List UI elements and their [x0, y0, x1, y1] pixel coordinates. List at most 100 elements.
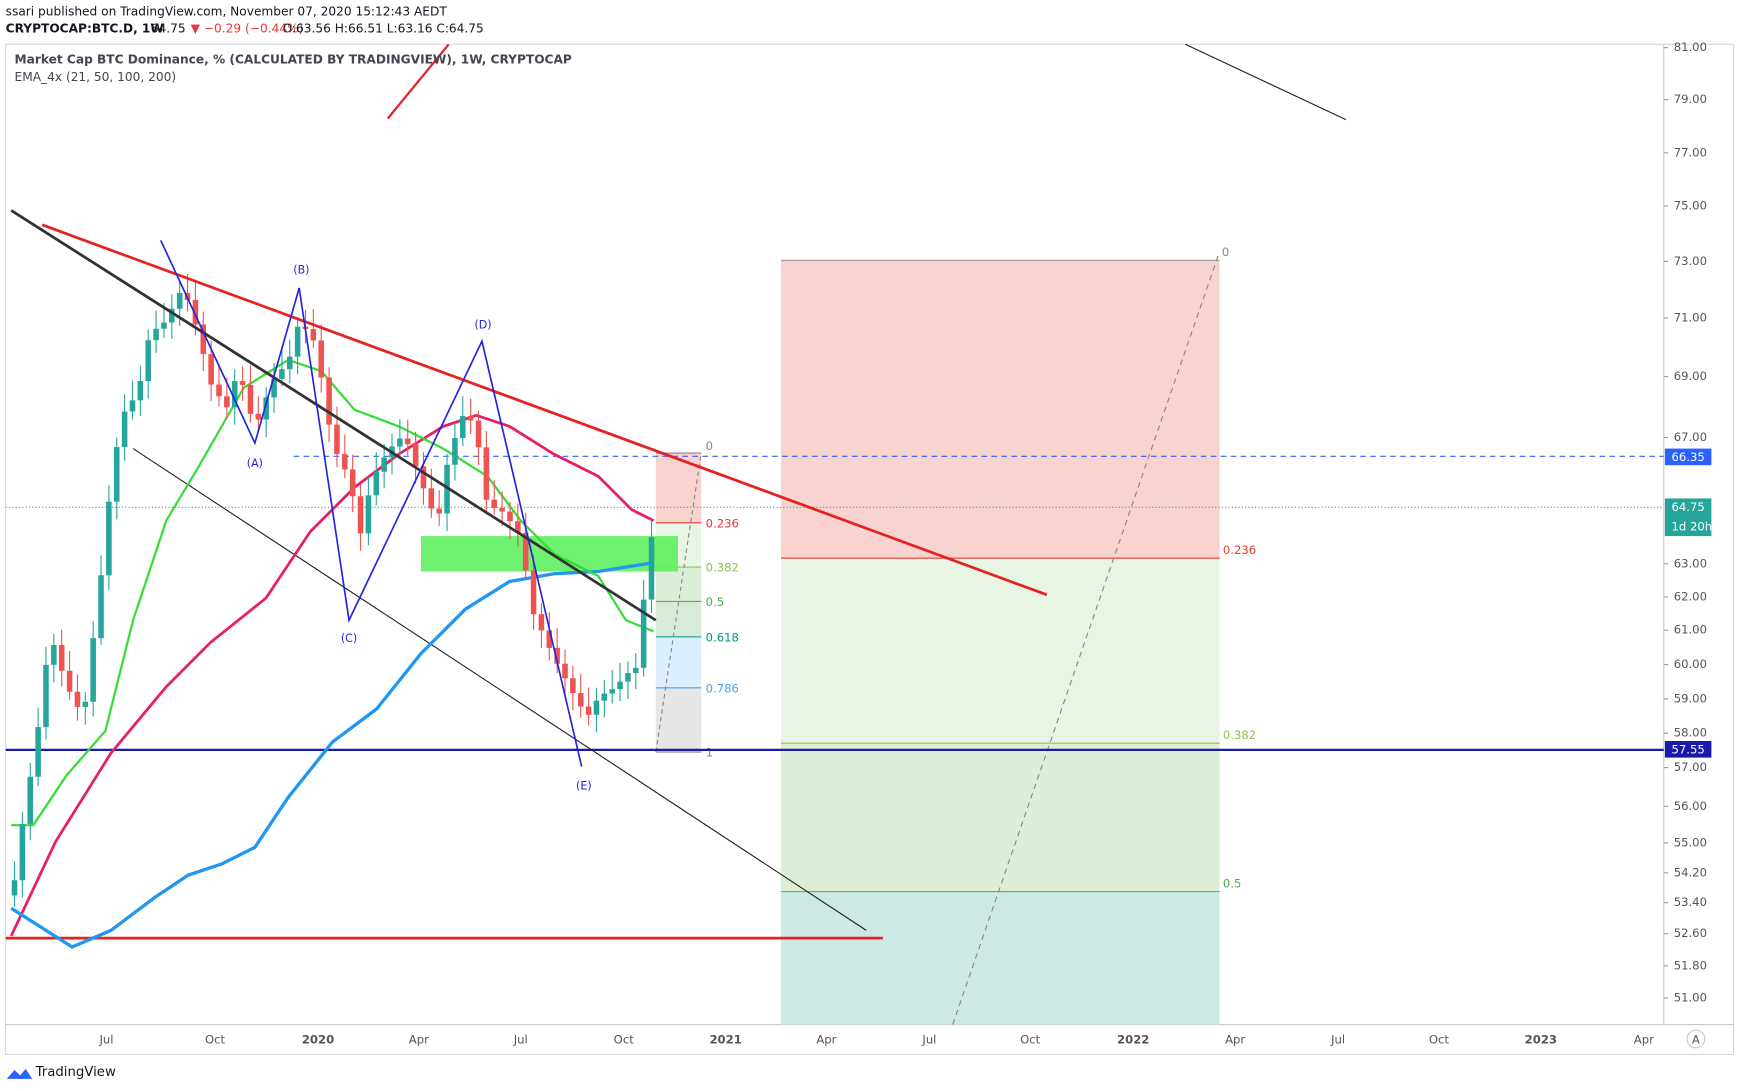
candle: [106, 501, 112, 576]
price-label: 57.55: [1672, 742, 1705, 756]
time-tick-label: 2023: [1525, 1033, 1557, 1047]
time-tick-label: Oct: [614, 1033, 635, 1047]
legend-indicator: EMA_4x (21, 50, 100, 200): [15, 70, 177, 84]
candle: [530, 570, 537, 615]
fib-zone: [780, 891, 1220, 1025]
price-tick-label: 61.00: [1674, 623, 1707, 637]
price-tick-label: 53.40: [1674, 895, 1707, 909]
fib-label: 0.618: [706, 630, 739, 644]
price-tick-label: 51.00: [1674, 990, 1707, 1004]
candle: [648, 537, 655, 600]
fib-zone: [655, 601, 702, 637]
fib-label: 0: [1222, 245, 1229, 259]
candle: [279, 369, 285, 379]
channel-line: [132, 448, 867, 931]
candle: [200, 324, 207, 355]
candle: [609, 689, 615, 694]
candle: [145, 340, 151, 382]
time-tick-label: 2022: [1117, 1033, 1149, 1047]
time-tick-label: Oct: [1020, 1033, 1041, 1047]
candle: [43, 664, 49, 728]
price-tick-label: 63.00: [1674, 556, 1707, 570]
wave-label: (D): [474, 319, 491, 332]
trend-black: [10, 209, 657, 622]
candle: [515, 521, 521, 533]
fib-zone: [655, 453, 702, 523]
fib-label: 0.5: [706, 595, 724, 609]
price-tick-label: 62.00: [1674, 590, 1707, 604]
price-tick-label: 54.20: [1674, 865, 1707, 879]
price-tick-label: 55.00: [1674, 835, 1707, 849]
candle: [161, 322, 167, 329]
ohlc: O:63.56 H:66.51 L:63.16 C:64.75: [283, 21, 484, 35]
candle: [90, 638, 96, 702]
price-tick-label: 69.00: [1674, 369, 1707, 383]
candle: [601, 693, 608, 701]
candle: [428, 488, 435, 509]
price-label: 66.35: [1672, 450, 1705, 464]
candle: [58, 645, 65, 671]
price-tick-label: 58.00: [1674, 726, 1707, 740]
price-tick-label: 56.00: [1674, 799, 1707, 813]
candle: [546, 630, 553, 648]
candle: [224, 396, 230, 408]
legend-title: Market Cap BTC Dominance, % (CALCULATED …: [15, 52, 572, 66]
time-tick-label: Jul: [921, 1033, 936, 1047]
candle: [247, 384, 254, 414]
candle: [113, 447, 120, 502]
candle: [231, 381, 238, 408]
candle: [538, 614, 545, 631]
candle: [255, 413, 262, 420]
candle: [129, 400, 136, 412]
time-tick-label: Oct: [1429, 1033, 1450, 1047]
fib-trend: [655, 452, 702, 753]
candle: [349, 469, 356, 497]
candle: [176, 293, 183, 309]
wave-label: (B): [293, 263, 309, 276]
time-tick-label: 2020: [302, 1033, 334, 1047]
candle: [436, 508, 442, 514]
countdown: 1d 20h: [1672, 520, 1713, 534]
fib-zone: [780, 260, 1220, 559]
candle: [577, 693, 584, 707]
candle: [420, 466, 427, 489]
candle: [404, 438, 411, 445]
candle: [51, 645, 57, 665]
candle: [585, 706, 592, 715]
time-tick-label: Jul: [98, 1033, 113, 1047]
price-tick-label: 81.00: [1674, 40, 1707, 54]
candle: [326, 377, 332, 425]
candle: [169, 308, 175, 323]
fib-label: 1: [706, 746, 713, 760]
candle: [625, 673, 631, 682]
red-segment: [386, 43, 450, 120]
candle: [467, 416, 474, 421]
fib-label: 0.382: [706, 561, 739, 575]
candle: [82, 701, 89, 707]
candle: [294, 326, 301, 357]
price-tick-label: 73.00: [1674, 254, 1707, 268]
auto-scale[interactable]: A: [1692, 1033, 1700, 1047]
candle: [27, 776, 34, 824]
price-tick-label: 79.00: [1674, 92, 1707, 106]
price-tick-label: 77.00: [1674, 145, 1707, 159]
fib-label: 0.236: [1223, 543, 1256, 557]
candle: [357, 496, 364, 534]
candle: [137, 381, 144, 401]
time-tick-label: 2021: [709, 1033, 741, 1047]
candle: [271, 378, 277, 398]
candle: [11, 880, 18, 896]
candle: [74, 691, 81, 707]
candle: [593, 700, 600, 715]
chart-frame: [5, 43, 1735, 1056]
candle: [208, 354, 214, 385]
fib-zone: [655, 567, 702, 602]
candle: [310, 329, 317, 341]
price-tick-label: 57.00: [1674, 760, 1707, 774]
price-tick-label: 71.00: [1674, 310, 1707, 324]
last-price: 64.75: [151, 21, 186, 35]
candle: [562, 663, 568, 679]
candle: [381, 457, 387, 472]
time-tick-label: Apr: [1225, 1033, 1245, 1047]
trend-red: [41, 223, 1048, 597]
